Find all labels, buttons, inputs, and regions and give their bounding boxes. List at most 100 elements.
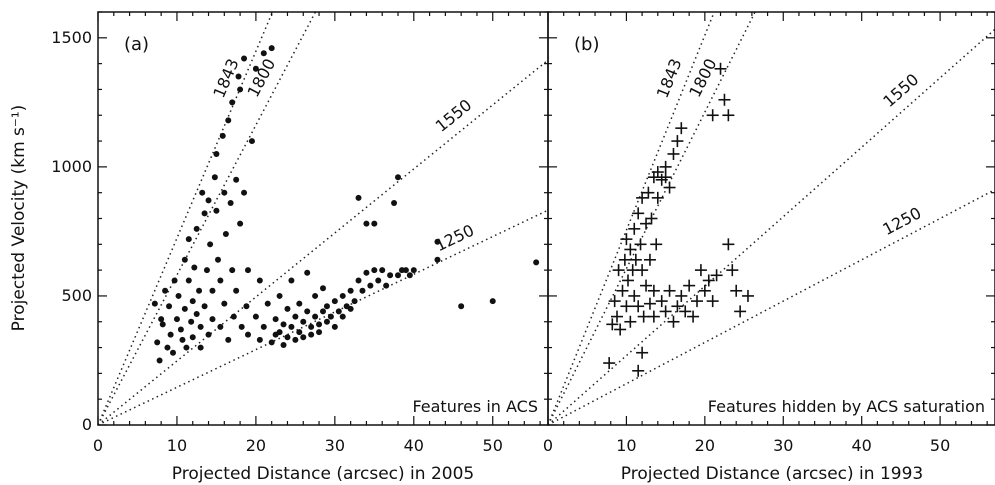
x-tick-label: 50: [930, 436, 950, 455]
plot-frame-b: [547, 11, 995, 426]
data-point: [213, 150, 220, 157]
data-point: [183, 344, 190, 351]
x-tick-label: 10: [167, 436, 187, 455]
data-point: [227, 200, 234, 207]
data-point: [288, 323, 295, 330]
data-point: [327, 313, 334, 320]
data-point: [158, 316, 165, 323]
plus-marker: [643, 297, 656, 310]
data-point: [363, 269, 370, 276]
plus-marker: [645, 212, 658, 225]
data-point: [268, 339, 275, 346]
plus-marker: [675, 289, 688, 302]
data-point: [151, 300, 158, 307]
plus-marker: [687, 310, 700, 323]
data-point: [331, 298, 338, 305]
data-point: [156, 357, 163, 364]
age-line-1250: [547, 188, 995, 426]
plus-marker: [679, 305, 692, 318]
age-label-1843: 1843: [653, 56, 686, 101]
data-point: [395, 174, 401, 181]
plus-marker: [663, 284, 676, 297]
data-point: [189, 298, 196, 305]
data-point: [284, 305, 291, 312]
data-point: [217, 323, 224, 330]
data-point: [359, 287, 366, 294]
data-point: [205, 331, 212, 338]
plus-marker: [621, 274, 634, 287]
plus-marker: [620, 300, 633, 313]
data-point: [276, 292, 283, 299]
y-tick-label: 500: [61, 286, 92, 305]
data-point: [193, 225, 200, 232]
data-point: [189, 334, 196, 341]
data-point: [221, 300, 228, 307]
plus-marker: [722, 109, 735, 122]
plus-marker: [632, 300, 645, 313]
data-point: [379, 267, 386, 274]
data-point: [177, 326, 184, 333]
data-point: [402, 267, 409, 274]
plus-marker: [734, 305, 747, 318]
plus-marker: [637, 310, 650, 323]
data-point: [241, 189, 248, 196]
age-line-1800: [97, 11, 317, 426]
data-point: [170, 349, 176, 356]
plus-marker: [691, 295, 703, 308]
age-label-1550: 1550: [879, 70, 922, 111]
x-tick-label: 30: [773, 436, 793, 455]
data-point: [331, 323, 338, 330]
data-point: [371, 220, 378, 227]
x-tick-label: 30: [325, 436, 345, 455]
plus-marker: [650, 238, 663, 251]
data-point: [191, 264, 198, 271]
plus-marker: [628, 222, 641, 235]
y-tick-label: 0: [82, 415, 92, 434]
data-point: [217, 277, 224, 284]
data-point: [434, 238, 441, 245]
plus-marker: [632, 364, 645, 377]
data-point: [237, 220, 244, 227]
data-point: [387, 272, 394, 279]
data-point: [243, 303, 250, 310]
data-point: [175, 292, 182, 299]
data-point: [252, 65, 259, 72]
plus-marker: [655, 295, 668, 308]
plus-marker: [636, 346, 649, 359]
data-point: [280, 321, 287, 328]
data-point: [225, 117, 232, 124]
data-point: [312, 292, 319, 299]
data-point: [179, 336, 186, 343]
data-point: [533, 259, 540, 266]
scatter-points-a: [151, 45, 540, 364]
data-point: [185, 236, 192, 243]
data-point: [304, 269, 311, 276]
data-point: [272, 316, 279, 323]
x-tick-label: 0: [93, 436, 103, 455]
x-tick-label: 0: [543, 436, 553, 455]
data-point: [229, 267, 236, 274]
data-point: [201, 303, 208, 310]
data-point: [292, 336, 299, 343]
data-point: [347, 305, 354, 312]
plus-marker: [640, 217, 653, 230]
plus-marker: [694, 264, 707, 277]
y-axis-title: Projected Velocity (km s⁻¹): [9, 105, 29, 332]
data-point: [225, 336, 232, 343]
data-point: [241, 55, 248, 62]
plus-marker: [730, 284, 743, 297]
data-point: [363, 220, 370, 227]
data-point: [233, 176, 240, 183]
plus-marker: [640, 279, 653, 292]
plus-marker: [726, 264, 739, 277]
data-point: [288, 277, 295, 284]
data-point: [383, 282, 390, 289]
plus-marker: [702, 274, 715, 287]
x-tick-label: 20: [246, 436, 266, 455]
data-point: [280, 341, 287, 348]
data-point: [248, 138, 255, 145]
data-point: [308, 331, 315, 338]
plus-marker: [671, 135, 684, 148]
